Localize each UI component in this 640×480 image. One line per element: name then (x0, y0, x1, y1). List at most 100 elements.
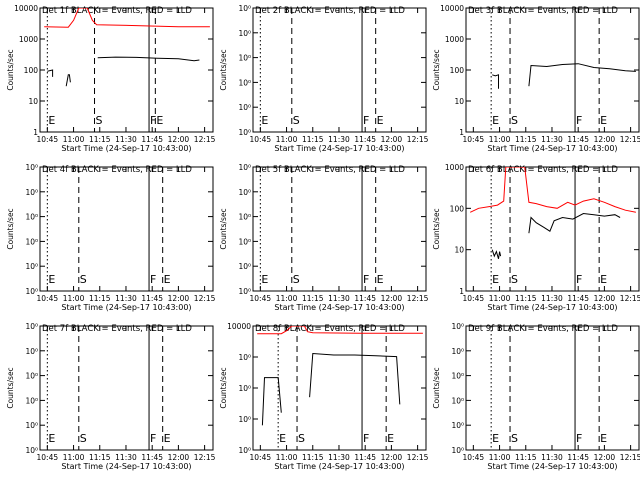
y-tick-label: 1000 (445, 163, 464, 172)
x-tick-label: 11:45 (354, 135, 376, 144)
x-tick-label: 12:15 (194, 135, 216, 144)
x-axis-label: Start Time (24-Sep-17 10:43:00) (487, 462, 617, 471)
panel-title: Det 5f BLACK = Events, RED = LLD (255, 165, 405, 175)
event-marker-label: E (492, 114, 499, 127)
y-tick-label: 1 (33, 128, 38, 137)
plot-frame (465, 325, 640, 451)
event-marker-label: E (279, 432, 286, 445)
y-tick-label: 10⁰ (238, 384, 251, 393)
event-marker-label: F (150, 432, 156, 445)
detector-panel-9: Det 9f BLACK = Events, RED = LLD 10⁰ 10⁰ 10… (432, 322, 640, 471)
x-axis-label: Start Time (24-Sep-17 10:43:00) (274, 144, 404, 153)
x-tick-label: 10:45 (463, 135, 485, 144)
x-tick-label: 11:15 (302, 294, 324, 303)
x-tick-label: 11:45 (141, 294, 163, 303)
event-marker-label: E (600, 114, 607, 127)
detector-panel-4: Det 4f BLACK = Events, RED = LLD 10⁰ 10⁰ 10… (6, 163, 216, 312)
event-marker-label: E (156, 114, 163, 127)
events-series-line (261, 377, 282, 426)
x-tick-label: 11:30 (541, 453, 563, 462)
detector-panel-7: Det 7f BLACK = Events, RED = LLD10⁰10⁰10… (6, 322, 216, 471)
event-marker-label: E (600, 432, 607, 445)
event-marker-label: S (511, 114, 518, 127)
y-tick-label: 10⁰ (238, 213, 251, 222)
x-axis-label: Start Time (24-Sep-17 10:43:00) (487, 303, 617, 312)
x-tick-label: 12:00 (594, 453, 616, 462)
event-marker-label: E (600, 273, 607, 286)
y-tick-label: 10⁰ (238, 128, 251, 137)
x-tick-label: 11:15 (515, 453, 537, 462)
x-tick-label: 11:30 (328, 294, 350, 303)
y-tick-label: 1000 (445, 35, 464, 44)
lld-series-line (469, 167, 636, 213)
y-tick-label: 10⁰ (25, 163, 38, 172)
y-tick-label: 10⁰ (451, 396, 464, 405)
x-tick-label: 11:15 (515, 135, 537, 144)
detector-panel-3: Det 3f BLACK = Events, RED = LLD 1 10 100 10… (432, 4, 640, 153)
y-tick-label: 10⁰ (238, 262, 251, 271)
x-tick-label: 11:45 (141, 135, 163, 144)
lld-series-line (44, 8, 210, 28)
event-marker-label: E (261, 114, 268, 127)
x-tick-label: 11:30 (115, 453, 137, 462)
x-tick-label: 12:15 (620, 453, 640, 462)
event-marker-label: S (298, 432, 305, 445)
x-tick-label: 12:00 (594, 135, 616, 144)
x-tick-label: 11:00 (489, 453, 511, 462)
x-tick-label: 11:45 (354, 294, 376, 303)
event-marker-label: E (48, 273, 55, 286)
y-tick-label: 10⁰ (25, 262, 38, 271)
x-tick-label: 12:15 (407, 294, 429, 303)
plot-frame (252, 7, 427, 133)
x-tick-label: 11:15 (89, 135, 111, 144)
events-series-line (309, 352, 401, 405)
x-tick-label: 11:15 (89, 294, 111, 303)
x-tick-label: 12:15 (407, 135, 429, 144)
event-marker-label: E (377, 273, 384, 286)
x-tick-label: 11:00 (63, 453, 85, 462)
x-axis-label: Start Time (24-Sep-17 10:43:00) (487, 144, 617, 153)
event-marker-label: F (363, 432, 369, 445)
y-tick-label: 10⁰ (25, 213, 38, 222)
event-marker-label: S (293, 273, 300, 286)
x-axis-label: Start Time (24-Sep-17 10:43:00) (274, 462, 404, 471)
panel-title: Det 4f BLACK = Events, RED = LLD (42, 165, 192, 175)
x-tick-label: 11:45 (567, 294, 589, 303)
detector-panel-5: Det 5f BLACK = Events, RED = LLD 10⁰ 10⁰ 10… (219, 163, 429, 312)
x-axis-label: Start Time (24-Sep-17 10:43:00) (274, 303, 404, 312)
detector-panel-2: Det 2f BLACK = Events, RED = LLD10⁰10⁰10… (219, 4, 429, 153)
event-marker-label: F (576, 432, 582, 445)
y-tick-label: 10⁰ (25, 372, 38, 381)
y-tick-label: 10⁰ (451, 372, 464, 381)
panel-title: Det 9f BLACK = Events, RED = LLD (468, 324, 618, 334)
x-tick-label: 11:30 (328, 453, 350, 462)
y-tick-label: 10 (454, 97, 464, 106)
y-tick-label: 10⁰ (451, 322, 464, 331)
events-series-line (47, 69, 54, 77)
y-tick-label: 100 (450, 204, 465, 213)
y-tick-label: 10⁰ (25, 421, 38, 430)
detector-panel-8: Det 8f BLACK = Events, RED = LLD10⁰10⁰10… (219, 322, 429, 471)
y-tick-label: 100 (24, 66, 39, 75)
y-axis-label: Counts/sec (432, 367, 441, 408)
x-tick-label: 11:30 (328, 135, 350, 144)
events-series-line (528, 63, 636, 87)
event-marker-label: E (377, 114, 384, 127)
y-tick-label: 10000 (440, 4, 464, 13)
y-axis-label: Counts/sec (432, 208, 441, 249)
x-tick-label: 12:00 (594, 294, 616, 303)
detector-panel-1: Det 1f BLACK = Events, RED = LLD 1 10 100 10… (6, 4, 216, 153)
event-marker-label: F (363, 273, 369, 286)
panel-data (257, 326, 423, 426)
y-tick-label: 10⁰ (238, 188, 251, 197)
y-tick-label: 10⁰ (238, 54, 251, 63)
x-tick-label: 10:45 (37, 294, 59, 303)
y-tick-label: 1000 (19, 35, 38, 44)
y-tick-label: 10000 (227, 322, 251, 331)
panel-data (44, 8, 210, 87)
x-tick-label: 10:45 (250, 294, 272, 303)
x-tick-label: 11:30 (541, 294, 563, 303)
lld-series-line (257, 326, 423, 335)
event-marker-label: S (511, 273, 518, 286)
